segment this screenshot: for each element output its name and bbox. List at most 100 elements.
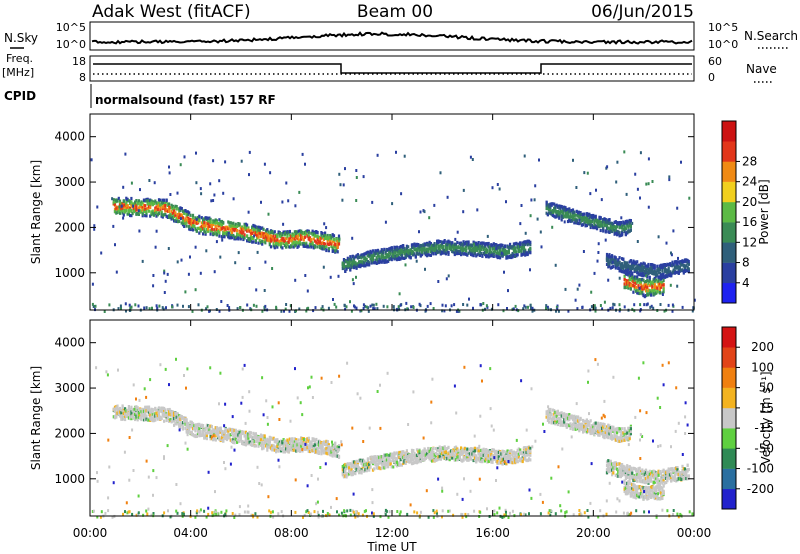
power-cell xyxy=(202,232,205,236)
power-speckle xyxy=(355,275,357,279)
power-cell xyxy=(492,253,495,257)
power-cell xyxy=(618,234,621,238)
power-cell xyxy=(335,249,338,253)
velocity-cell xyxy=(297,442,300,446)
power-cell xyxy=(465,252,468,256)
power-cell xyxy=(269,239,273,243)
velocity-cell xyxy=(233,428,236,433)
power-cell xyxy=(127,206,130,210)
velocity-cell xyxy=(115,415,118,419)
power-speckle xyxy=(395,150,397,154)
velocity-cell xyxy=(308,440,312,444)
power-cell xyxy=(145,207,148,211)
velocity-cell xyxy=(410,454,414,458)
velocity-cell xyxy=(342,469,346,474)
power-cell xyxy=(310,237,313,242)
power-cell xyxy=(331,233,334,237)
power-cell xyxy=(569,215,572,219)
power-cell xyxy=(302,244,305,248)
velocity-cell xyxy=(300,436,303,440)
velocity-cell xyxy=(261,442,264,446)
power-cell xyxy=(448,246,451,251)
power-speckle xyxy=(338,237,341,241)
velocity-cell xyxy=(225,434,229,438)
power-cell xyxy=(147,209,151,213)
power-cell xyxy=(526,243,529,247)
power-cell xyxy=(126,204,129,208)
power-cell xyxy=(184,217,187,221)
power-ground-cell xyxy=(182,304,184,308)
power-cell xyxy=(154,206,157,210)
power-cell xyxy=(145,209,148,213)
velocity-cell xyxy=(375,463,378,467)
power-cell xyxy=(135,199,138,203)
power-speckle xyxy=(577,210,580,214)
power-cell xyxy=(622,257,625,261)
power-colorbar-swatch xyxy=(722,222,736,243)
power-ground-cell xyxy=(312,309,315,313)
velocity-cell xyxy=(380,458,383,462)
power-ground-cell xyxy=(208,309,211,313)
velocity-cell xyxy=(225,429,229,433)
power-cell xyxy=(305,229,308,234)
velocity-cell xyxy=(301,442,304,446)
velocity-cell xyxy=(175,415,178,419)
velocity-cell xyxy=(198,422,201,426)
power-cell xyxy=(483,244,487,248)
power-cell xyxy=(199,228,202,232)
power-cell xyxy=(465,249,468,253)
power-cell xyxy=(613,232,616,236)
power-cell xyxy=(611,265,614,269)
power-cell xyxy=(316,245,319,249)
velocity-cell xyxy=(228,435,231,439)
velocity-cell xyxy=(124,407,127,411)
power-speckle xyxy=(669,283,672,287)
power-ground-cell xyxy=(524,305,527,309)
power-cell xyxy=(208,220,211,224)
power-cell xyxy=(460,253,463,257)
velocity-cell xyxy=(422,457,425,462)
power-cell xyxy=(319,240,322,244)
velocity-cell xyxy=(321,448,324,453)
velocity-cell xyxy=(275,446,278,450)
power-cell xyxy=(670,272,673,276)
power-speckle xyxy=(670,253,673,257)
power-cell xyxy=(370,257,373,261)
velocity-cell xyxy=(238,435,241,439)
power-speckle xyxy=(611,260,614,264)
power-cell xyxy=(319,237,322,241)
power-cell xyxy=(315,234,318,238)
velocity-cell xyxy=(239,436,242,440)
power-cell xyxy=(584,223,587,227)
noise-sky-trace xyxy=(91,31,693,45)
power-cell xyxy=(116,206,119,210)
power-cell xyxy=(568,218,571,223)
power-cell xyxy=(442,251,445,255)
power-cell xyxy=(653,292,656,296)
power-cell xyxy=(685,269,688,273)
power-cell xyxy=(276,235,279,239)
power-speckle xyxy=(677,260,680,264)
power-cell xyxy=(234,222,237,226)
power-ground-cell xyxy=(392,305,395,309)
velocity-cell xyxy=(371,456,375,460)
power-speckle xyxy=(213,193,216,197)
power-cell xyxy=(583,221,586,225)
velocity-cell xyxy=(171,419,174,423)
power-speckle xyxy=(248,267,251,270)
power-cell xyxy=(144,198,147,202)
power-cell xyxy=(139,209,142,213)
power-cell xyxy=(612,258,615,262)
power-cell xyxy=(222,230,225,234)
velocity-cell xyxy=(181,421,185,425)
power-cell xyxy=(597,222,600,226)
velocity-cell xyxy=(402,450,405,454)
power-cell xyxy=(413,242,416,246)
power-cell xyxy=(657,278,660,283)
power-cell xyxy=(524,250,527,254)
power-speckle xyxy=(247,210,250,214)
velocity-cell xyxy=(373,458,376,462)
power-cell xyxy=(233,224,236,228)
power-speckle xyxy=(670,251,672,255)
velocity-cell xyxy=(209,429,212,433)
